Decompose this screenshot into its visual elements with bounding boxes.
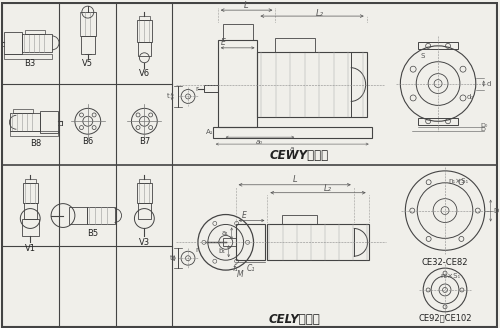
- Bar: [22, 34, 52, 52]
- Bar: [80, 12, 96, 36]
- Bar: [204, 85, 218, 92]
- Text: CE32-CE82: CE32-CE82: [422, 258, 469, 267]
- Text: S: S: [420, 53, 424, 59]
- Bar: [138, 20, 152, 42]
- Text: b₁: b₁: [218, 248, 226, 254]
- Bar: [236, 224, 266, 260]
- Bar: [26, 179, 36, 183]
- Bar: [10, 113, 40, 131]
- Bar: [222, 24, 252, 40]
- Text: n₁×S₁: n₁×S₁: [449, 178, 469, 184]
- Bar: [24, 203, 37, 218]
- Text: V3: V3: [139, 238, 150, 247]
- Text: CE92、CE102: CE92、CE102: [418, 313, 472, 322]
- Bar: [218, 40, 258, 127]
- Text: f₁: f₁: [233, 264, 238, 273]
- Text: V1: V1: [24, 244, 36, 253]
- Text: n₁×S₁: n₁×S₁: [441, 273, 461, 279]
- Text: B5: B5: [87, 229, 99, 238]
- Text: D: D: [480, 127, 486, 132]
- Text: D: D: [494, 208, 499, 214]
- Bar: [138, 203, 151, 218]
- Bar: [222, 238, 235, 246]
- Bar: [282, 215, 317, 224]
- Bar: [138, 183, 152, 203]
- Bar: [10, 131, 58, 136]
- Text: CELY法兰式: CELY法兰式: [268, 313, 320, 326]
- Text: V5: V5: [82, 59, 94, 68]
- Text: B8: B8: [30, 139, 42, 148]
- Text: r: r: [196, 247, 198, 253]
- Bar: [276, 38, 315, 52]
- Bar: [258, 52, 366, 117]
- Bar: [213, 127, 372, 138]
- Bar: [69, 207, 87, 224]
- Text: A₁: A₁: [206, 129, 214, 135]
- Bar: [418, 118, 458, 125]
- Text: B3: B3: [24, 59, 36, 68]
- Text: r: r: [196, 86, 198, 92]
- Bar: [4, 32, 22, 54]
- Text: a₀: a₀: [256, 139, 263, 145]
- Bar: [87, 207, 115, 224]
- Bar: [140, 179, 150, 183]
- Text: d₀: d₀: [466, 94, 473, 100]
- Text: a: a: [290, 146, 294, 152]
- Text: E: E: [242, 211, 246, 220]
- Bar: [418, 42, 458, 49]
- Bar: [22, 218, 39, 236]
- Bar: [81, 36, 94, 54]
- Text: D₀: D₀: [480, 123, 488, 128]
- Text: t: t: [170, 255, 172, 261]
- Text: CEWY底座式: CEWY底座式: [270, 150, 328, 162]
- Text: d: d: [486, 81, 491, 87]
- Text: B6: B6: [82, 136, 94, 146]
- Text: C₁: C₁: [246, 264, 254, 273]
- Bar: [268, 224, 368, 260]
- Text: L₂: L₂: [316, 9, 324, 18]
- Text: V6: V6: [139, 69, 150, 78]
- Text: L₂: L₂: [324, 184, 332, 193]
- Bar: [140, 16, 150, 20]
- Bar: [24, 183, 38, 203]
- Bar: [40, 111, 58, 133]
- Text: L: L: [292, 175, 297, 184]
- Bar: [138, 42, 151, 56]
- Text: B7: B7: [138, 136, 150, 146]
- Bar: [4, 54, 52, 59]
- Text: t: t: [167, 93, 170, 99]
- Text: L: L: [244, 1, 249, 10]
- Bar: [14, 109, 33, 113]
- Text: a₁: a₁: [222, 230, 228, 236]
- Text: E: E: [221, 38, 226, 47]
- Bar: [26, 30, 45, 34]
- Text: M: M: [236, 270, 243, 278]
